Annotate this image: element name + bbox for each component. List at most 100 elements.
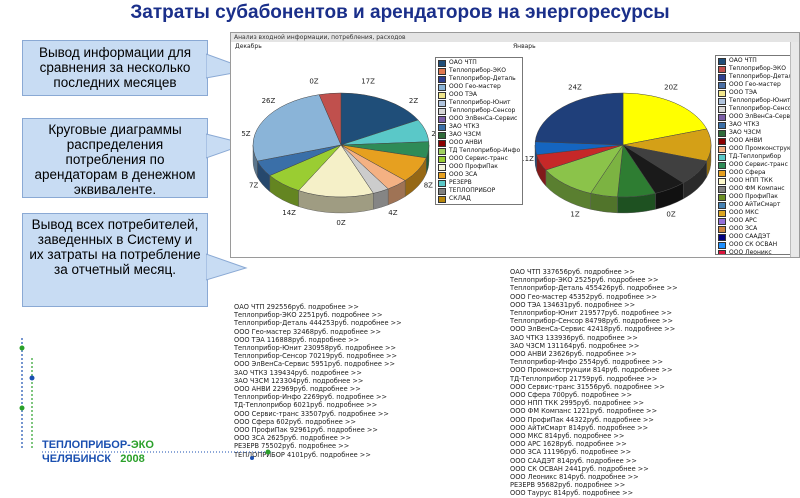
cost-row[interactable]: ООО Таурус 814руб. подробнее >>: [510, 489, 634, 498]
december-legend-item: ЗАО ЧТКЗ: [438, 123, 520, 131]
cost-row[interactable]: ООО Промконструкции 814руб. подробнее >>: [510, 366, 673, 375]
cost-row[interactable]: ООО АНВИ 23626руб. подробнее >>: [510, 350, 637, 359]
december-legend-item: ООО ЭлВенСа-Сервис: [438, 115, 520, 123]
cost-row[interactable]: ООО Гео-мастер 45352руб. подробнее >>: [510, 292, 658, 301]
pie-pct-label: 0Z: [309, 78, 318, 86]
cost-row[interactable]: ЗАО ЧЗСМ 123304руб. подробнее >>: [234, 376, 364, 385]
cost-row[interactable]: ООО Леоникс 814руб. подробнее >>: [510, 473, 639, 482]
cost-row[interactable]: ЗАО ЧЗСМ 131164руб. подробнее >>: [510, 341, 640, 350]
legend-swatch: [438, 91, 446, 99]
december-legend-item: ЗАО ЧЗСМ: [438, 131, 520, 139]
january-legend-item: ООО ЭлВенСа-Сервис: [718, 113, 792, 121]
cost-row[interactable]: ООО ПрофиПак 92961руб. подробнее >>: [234, 426, 378, 435]
pie-slice: [534, 92, 624, 146]
december-legend-item: ООО ЗСА: [438, 171, 520, 179]
legend-label: ООО ТЭА: [729, 89, 758, 96]
cost-row[interactable]: Теплоприбор-Юнит 230958руб. подробнее >>: [234, 344, 397, 353]
cost-row[interactable]: Теплоприбор-Деталь 444253руб. подробнее …: [234, 319, 402, 328]
legend-label: Теплоприбор-ЭКО: [449, 67, 506, 74]
cost-row[interactable]: ЗАО ЧТКЗ 139434руб. подробнее >>: [234, 368, 362, 377]
cost-row[interactable]: ООО АйТиСмарт 814руб. подробнее >>: [510, 423, 649, 432]
logo-graphic: [19, 338, 35, 448]
pie-pct-label: 14Z: [282, 209, 296, 217]
legend-label: ООО Сфера: [729, 169, 766, 176]
legend-label: ООО СААДЭТ: [729, 233, 771, 240]
cost-row[interactable]: ООО Гео-мастер 32468руб. подробнее >>: [234, 327, 382, 336]
december-legend-item: ООО ПрофиПак: [438, 163, 520, 171]
cost-row[interactable]: Теплоприбор-ЭКО 2251руб. подробнее >>: [234, 311, 383, 320]
cost-row[interactable]: ООО Сфера 700руб. подробнее >>: [510, 391, 632, 400]
callout-consumers-list-text: Вывод всех потребителей, заведенных в Си…: [29, 217, 201, 277]
cost-row[interactable]: ООО АНВИ 22969руб. подробнее >>: [234, 385, 361, 394]
cost-row[interactable]: ООО МКС 814руб. подробнее >>: [510, 432, 625, 441]
legend-label: Теплоприбор-Юнит: [729, 97, 791, 104]
january-legend-item: ООО ЗСА: [718, 225, 790, 233]
legend-swatch: [438, 131, 446, 139]
december-legend-item: Теплоприбор-Юнит: [438, 99, 520, 107]
cost-row[interactable]: ОАО ЧТП 337656руб. подробнее >>: [510, 268, 635, 276]
january-legend-item: ООО СААДЭТ: [718, 233, 790, 241]
callout-tail-2: [206, 133, 248, 159]
legend-label: ООО ЭлВенСа-Сервис: [449, 115, 518, 122]
chart-title-december: Декабрь: [235, 43, 262, 50]
legend-label: ООО ФМ Компанс: [729, 185, 785, 192]
legend-swatch: [438, 139, 446, 147]
legend-label: ООО ЗСА: [729, 225, 758, 232]
pie-slice: [622, 92, 708, 146]
legend-label: ЗАО ЧТКЗ: [449, 123, 480, 130]
cost-row[interactable]: Теплоприбор-Деталь 455426руб. подробнее …: [510, 284, 678, 293]
cost-row[interactable]: Теплоприбор-Юнит 219577руб. подробнее >>: [510, 309, 673, 318]
cost-row[interactable]: ООО ЭлВенСа-Сервис 5951руб. подробнее >>: [234, 360, 396, 369]
legend-label: ОАО ЧТП: [449, 59, 477, 66]
cost-row[interactable]: Теплоприбор-Инфо 2554руб. подробнее >>: [510, 358, 663, 367]
legend-label: Теплоприбор-Сенсор: [729, 105, 793, 112]
cost-row[interactable]: ООО Сфера 602руб. подробнее >>: [234, 417, 356, 426]
january-legend-item: ООО Промконструкции: [718, 145, 792, 153]
legend-swatch: [438, 163, 446, 171]
january-legend-item: ООО Сфера: [718, 169, 790, 177]
cost-row[interactable]: ОАО ЧТП 292556руб. подробнее >>: [234, 303, 359, 311]
cost-row[interactable]: ООО ЭлВенСа-Сервис 42418руб. подробнее >…: [510, 325, 676, 334]
legend-label: Теплоприбор-Юнит: [449, 99, 511, 106]
cost-row[interactable]: Теплоприбор-ЭКО 2525руб. подробнее >>: [510, 276, 659, 285]
cost-row[interactable]: ООО СААДЭТ 814руб. подробнее >>: [510, 456, 637, 465]
cost-row[interactable]: ООО ЗСА 11196руб. подробнее >>: [510, 448, 632, 457]
cost-row[interactable]: ТЕПЛОПРИБОР 4101руб. подробнее >>: [234, 450, 371, 459]
cost-row[interactable]: ООО АРС 1628руб. подробнее >>: [510, 440, 627, 449]
january-legend-item: ООО Леоникс: [718, 249, 790, 254]
logo-dotted-rule: [42, 449, 272, 460]
cost-row[interactable]: ООО ЗСА 2625руб. подробнее >>: [234, 434, 351, 443]
cost-row[interactable]: РЕЗЕРВ 75502руб. подробнее >>: [234, 442, 350, 451]
cost-row[interactable]: ООО Сервис-транс 31556руб. подробнее >>: [510, 382, 665, 391]
cost-row[interactable]: Теплоприбор-Сенсор 70219руб. подробнее >…: [234, 352, 398, 361]
logo-year: 2008: [120, 453, 145, 465]
cost-row[interactable]: ООО ФМ Компанс 1221руб. подробнее >>: [510, 407, 658, 416]
cost-row[interactable]: ООО НПП ТКК 2995руб. подробнее >>: [510, 399, 645, 408]
cost-row[interactable]: ТД-Теплоприбор 21759руб. подробнее >>: [510, 374, 658, 383]
cost-row[interactable]: ООО Сервис-транс 33507руб. подробнее >>: [234, 409, 389, 418]
pie-slice: [318, 92, 342, 146]
analysis-window-title: Анализ входной информации, потребления, …: [231, 33, 799, 42]
cost-row[interactable]: Теплоприбор-Сенсор 84798руб. подробнее >…: [510, 317, 674, 326]
cost-row[interactable]: ООО ПрофиПак 44322руб. подробнее >>: [510, 415, 654, 424]
cost-row[interactable]: ЗАО ЧТКЗ 133936руб. подробнее >>: [510, 333, 638, 342]
cost-row[interactable]: ООО ТЭА 134631руб. подробнее >>: [510, 300, 636, 309]
legend-swatch: [718, 161, 726, 169]
cost-row[interactable]: ООО СК ОСВАН 2441руб. подробнее >>: [510, 464, 649, 473]
cost-row[interactable]: ТД-Теплоприбор 6021руб. подробнее >>: [234, 401, 378, 410]
december-legend-item: ООО ТЭА: [438, 91, 520, 99]
cost-row[interactable]: РЕЗЕРВ 95682руб. подробнее >>: [510, 481, 626, 490]
panel-scrollbar[interactable]: [790, 42, 799, 257]
cost-row[interactable]: Теплоприбор-Инфо 2269руб. подробнее >>: [234, 393, 387, 402]
legend-swatch: [718, 97, 726, 105]
legend-label: СКЛАД: [449, 195, 471, 202]
cost-row[interactable]: ООО ТЭА 116888руб. подробнее >>: [234, 335, 360, 344]
legend-label: ООО Гео-мастер: [729, 81, 781, 88]
legend-swatch: [438, 75, 446, 83]
january-legend-item: Теплоприбор-Сенсор: [718, 105, 793, 113]
legend-label: ООО Сервис-транс: [729, 161, 788, 168]
legend-label: ООО МКС: [729, 209, 759, 216]
callout-pie-distribution-text: Круговые диаграммы распределения потребл…: [34, 122, 196, 197]
january-legend-item: ООО Сервис-транс: [718, 161, 790, 169]
december-legend-item: Теплоприбор-Сенсор: [438, 107, 520, 115]
